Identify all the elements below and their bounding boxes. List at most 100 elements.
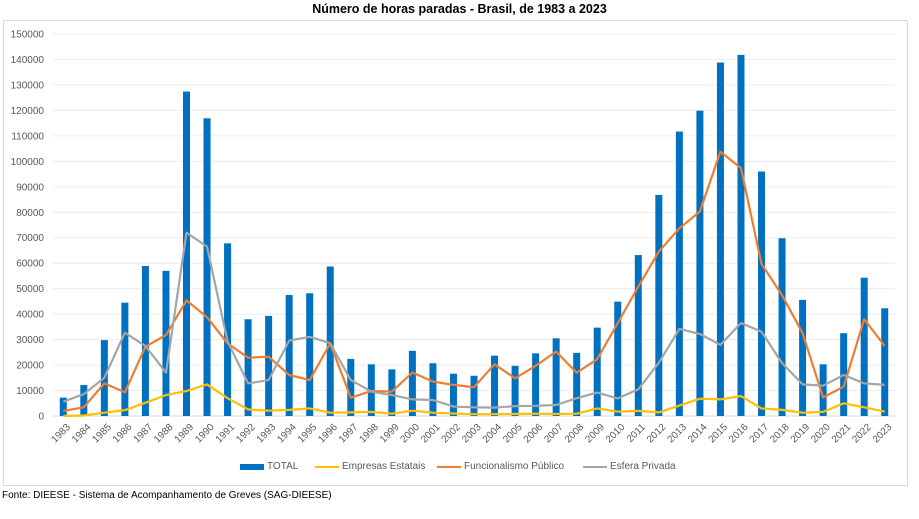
- legend-item: Funcionalismo Público: [437, 461, 564, 472]
- y-tick-label: 30000: [16, 335, 44, 346]
- x-tick-label: 1983: [49, 422, 73, 446]
- x-tick-label: 2005: [501, 422, 525, 446]
- bar-total: [265, 315, 273, 416]
- chart-title: Número de horas paradas - Brasil, de 198…: [312, 2, 607, 16]
- x-tick-label: 2013: [666, 422, 690, 446]
- bar-total: [655, 194, 663, 416]
- y-tick-label: 10000: [16, 386, 44, 397]
- bar-total: [552, 338, 560, 416]
- bar-total: [573, 352, 581, 416]
- x-tick-label: 1989: [173, 422, 197, 446]
- x-tick-label: 2019: [789, 422, 813, 446]
- y-tick-label: 140000: [11, 55, 45, 66]
- bar-total: [491, 355, 499, 416]
- legend-swatch: [583, 465, 607, 468]
- x-tick-label: 1996: [316, 422, 340, 446]
- bar-total: [306, 293, 314, 416]
- bar-total: [449, 373, 457, 416]
- bar-total: [203, 118, 211, 416]
- bar-total: [347, 358, 355, 416]
- bar-total: [59, 397, 67, 416]
- x-tick-label: 2009: [583, 422, 607, 446]
- legend-item: TOTAL: [240, 461, 298, 472]
- x-tick-label: 1985: [90, 422, 114, 446]
- bar-total: [778, 238, 786, 416]
- chart-legend: TOTAL Empresas Estatais Funcionalismo Públ…: [0, 461, 919, 477]
- x-tick-label: 2021: [830, 422, 854, 446]
- chart-frame: [3, 20, 908, 486]
- x-tick-label: 1987: [132, 422, 156, 446]
- y-tick-label: 100000: [11, 157, 45, 168]
- x-tick-label: 1986: [111, 422, 135, 446]
- bar-total: [408, 350, 416, 416]
- bar-total: [244, 319, 252, 416]
- bar-total: [716, 62, 724, 416]
- legend-label: Funcionalismo Público: [464, 461, 565, 472]
- bar-total: [860, 277, 868, 416]
- y-tick-label: 60000: [16, 259, 44, 270]
- x-tick-label: 2006: [522, 422, 546, 446]
- bar-total: [593, 327, 601, 416]
- x-tick-label: 2004: [481, 422, 505, 446]
- x-tick-label: 1993: [255, 422, 279, 446]
- bar-total: [737, 54, 745, 417]
- x-tick-label: 2020: [809, 422, 833, 446]
- x-tick-label: 2011: [625, 422, 648, 445]
- x-tick-label: 1994: [275, 422, 299, 446]
- x-tick-label: 1997: [337, 422, 361, 446]
- x-tick-label: 1984: [70, 422, 94, 446]
- legend-swatch: [315, 465, 339, 468]
- x-tick-label: 2018: [768, 422, 792, 446]
- bar-total: [162, 270, 170, 416]
- x-tick-label: 1990: [193, 422, 217, 446]
- bar-total: [224, 243, 232, 416]
- x-tick-label: 2003: [460, 422, 484, 446]
- x-tick-label: 2010: [604, 422, 628, 446]
- x-tick-label: 1995: [296, 422, 320, 446]
- bar-total: [80, 384, 88, 416]
- source-note: Fonte: DIEESE - Sistema de Acompanhament…: [2, 490, 332, 501]
- y-tick-label: 80000: [16, 208, 44, 219]
- x-tick-label: 2014: [686, 422, 710, 446]
- x-tick-label: 1991: [214, 422, 238, 446]
- bar-total: [182, 91, 190, 417]
- y-tick-label: 0: [38, 412, 44, 423]
- bar-total: [511, 365, 519, 416]
- bar-total: [881, 308, 889, 416]
- bar-total: [285, 295, 293, 416]
- x-tick-label: 2023: [871, 422, 895, 446]
- x-tick-label: 2012: [645, 422, 669, 446]
- y-tick-label: 50000: [16, 284, 44, 295]
- legend-item: Esfera Privada: [583, 461, 676, 472]
- bar-total: [614, 301, 622, 416]
- x-tick-label: 1992: [234, 422, 258, 446]
- y-tick-label: 130000: [11, 80, 45, 91]
- x-tick-label: 2016: [727, 422, 751, 446]
- y-tick-label: 40000: [16, 310, 44, 321]
- x-tick-label: 2002: [440, 422, 464, 446]
- x-tick-label: 1988: [152, 422, 176, 446]
- y-tick-label: 20000: [16, 361, 44, 372]
- legend-swatch: [437, 465, 461, 468]
- legend-label: Empresas Estatais: [342, 461, 426, 472]
- x-tick-label: 2017: [748, 422, 772, 446]
- x-tick-label: 2001: [419, 422, 443, 446]
- legend-item: Empresas Estatais: [315, 461, 425, 472]
- x-tick-label: 2015: [707, 422, 731, 446]
- bar-total: [141, 266, 149, 416]
- legend-swatch: [240, 463, 264, 470]
- line-empresas-estatais: [63, 383, 885, 418]
- x-tick-label: 2007: [542, 422, 566, 446]
- bar-total: [758, 171, 766, 416]
- bar-total: [819, 364, 827, 416]
- line-esfera-privada: [62, 231, 885, 409]
- x-tick-label: 1998: [357, 422, 381, 446]
- bar-total: [326, 266, 334, 416]
- bar-total: [532, 353, 540, 416]
- x-tick-label: 2000: [399, 422, 423, 446]
- legend-label: TOTAL: [267, 461, 299, 472]
- y-tick-label: 150000: [11, 30, 45, 41]
- y-tick-label: 90000: [16, 182, 44, 193]
- line-funcionalismo-publico: [63, 150, 886, 412]
